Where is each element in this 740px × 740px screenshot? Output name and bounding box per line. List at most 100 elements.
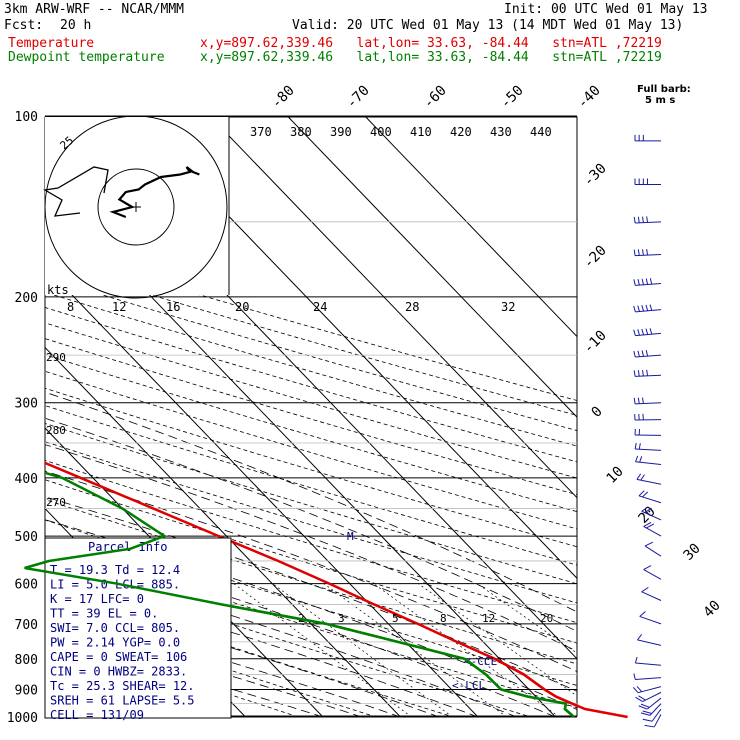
pressure-label: 700 <box>15 618 38 633</box>
dry-adiabat-line <box>45 248 577 401</box>
wind-barb-flag <box>642 710 652 714</box>
theta-label: 440 <box>530 125 552 139</box>
wind-barb-flag <box>645 328 649 335</box>
wind-barb-flag <box>633 249 636 256</box>
mixing-ratio-top-label: 20 <box>235 300 249 314</box>
moist-adiabat-line <box>45 391 577 613</box>
wind-barb <box>639 611 662 625</box>
theta-label: 370 <box>250 125 272 139</box>
wind-barb-flag <box>633 279 636 286</box>
temperature-diagonal-label: 10 <box>604 464 627 487</box>
wind-barb <box>642 708 662 722</box>
wind-barb-staff <box>635 448 662 451</box>
parcel-row: T = 19.3 Td = 12.4 <box>50 563 180 577</box>
mixing-ratio-low-label: 12 <box>482 612 495 625</box>
dry-adiabat-label: 290 <box>46 351 66 364</box>
temperature-diagonal-label: -30 <box>581 161 610 190</box>
skewt-grid <box>45 117 577 716</box>
legend-temperature-info: x,y=897.62,339.46 lat,lon= 33.63, -84.44… <box>200 36 662 51</box>
wind-barb-flag <box>640 712 651 716</box>
wind-barb-staff <box>635 254 662 257</box>
wind-barb <box>638 697 662 710</box>
temperature-diagonal-label: -50 <box>498 83 527 112</box>
temperature-diagonal-label: -80 <box>269 83 298 112</box>
dry-adiabat-line <box>45 322 577 479</box>
wind-barb <box>635 691 662 703</box>
wind-barb <box>633 369 662 377</box>
dry-adiabat-line <box>45 562 530 716</box>
wind-barb-flag <box>641 305 645 312</box>
wind-barb-flag <box>637 278 640 286</box>
wind-barb-flag <box>646 369 649 376</box>
pressure-label: 900 <box>15 683 38 698</box>
theta-label: 410 <box>410 125 432 139</box>
wind-barb <box>633 350 662 358</box>
wind-barb-flag <box>633 216 636 224</box>
wind-barb-flag <box>644 541 654 547</box>
wind-barb-flag <box>637 216 640 223</box>
mixing-ratio-low-label: 8 <box>440 612 447 625</box>
wind-barb <box>634 178 661 185</box>
mixing-ratio-low-label: 20 <box>540 612 553 625</box>
mixing-ratio-top-label: 32 <box>501 300 515 314</box>
wind-barb <box>637 634 662 646</box>
parcel-row: K = 17 LFC= 0 <box>50 592 144 606</box>
temperature-diagonal-label: -60 <box>421 83 450 112</box>
mixing-ratio-low-label: 3 <box>338 612 345 625</box>
wind-barb-staff <box>635 677 662 680</box>
wind-barb <box>644 541 662 557</box>
wind-barb-flag <box>638 490 645 497</box>
parcel-row: CIN = 0 HWBZ= 2833. <box>50 665 187 679</box>
mixing-ratio-top-label: 28 <box>405 300 419 314</box>
wind-barb-flag <box>649 304 653 311</box>
wind-barb <box>635 455 662 465</box>
temperature-diagonal-label: -20 <box>581 243 610 272</box>
wind-barb-flag <box>645 304 649 311</box>
wind-barb-flag <box>638 443 641 450</box>
parcel-title: Parcel Info <box>88 540 167 554</box>
wind-barb-flag <box>637 370 640 377</box>
moist-adiabat-line <box>45 623 361 716</box>
valid-time: Valid: 20 UTC Wed 01 May 13 (14 MDT Wed … <box>292 18 684 33</box>
wind-barb-flag <box>642 718 653 722</box>
wind-barb-staff <box>635 354 662 358</box>
wind-barb-flag <box>637 329 640 336</box>
parcel-row: SWI= 7.0 CCL= 805. <box>50 621 180 635</box>
wind-barb-flag <box>642 369 644 377</box>
mixing-ratio-line <box>233 583 411 716</box>
mixing-ratio-line <box>476 583 577 654</box>
temperature-trace-overlay <box>494 657 628 719</box>
wind-barb-flag <box>640 474 645 481</box>
isotherm-line <box>45 427 323 716</box>
wind-barb-flag <box>639 611 646 617</box>
temperature-diagonal-label: 30 <box>681 541 704 564</box>
wind-barb-flag <box>641 506 649 512</box>
moist-adiabat-line <box>45 417 577 632</box>
wind-barb <box>633 397 662 405</box>
wind-barb-staff <box>649 703 662 716</box>
wind-barb-staff <box>642 691 662 703</box>
wind-barb <box>636 473 662 485</box>
wind-barb-flag <box>638 705 648 710</box>
wind-barb <box>633 216 662 224</box>
wind-barb-flag <box>636 686 643 693</box>
wind-barb-flag <box>642 397 644 404</box>
dry-adiabat-line <box>45 459 577 624</box>
wind-barb-staff <box>638 495 662 504</box>
wind-barb-staff <box>653 714 662 728</box>
legend-dewpoint-info: x,y=897.62,339.46 lat,lon= 33.63, -84.44… <box>200 50 662 65</box>
wind-barb-flag <box>633 397 636 404</box>
dry-adiabat-label: 280 <box>46 424 66 437</box>
wind-barb-staff <box>635 402 662 405</box>
wind-barb-staff <box>635 461 662 465</box>
hodograph-lower-trace <box>43 166 109 217</box>
pressure-label: 1000 <box>7 711 38 726</box>
wind-barb-staff <box>635 283 662 286</box>
mixing-ratio-line <box>418 583 577 697</box>
dry-adiabat-line <box>45 262 577 416</box>
wind-barb-flag <box>637 634 643 641</box>
wind-barb <box>641 506 662 521</box>
melting-level-marker: M <box>347 530 354 543</box>
wind-barb-flag <box>633 673 636 680</box>
moist-adiabat-line <box>45 540 555 716</box>
